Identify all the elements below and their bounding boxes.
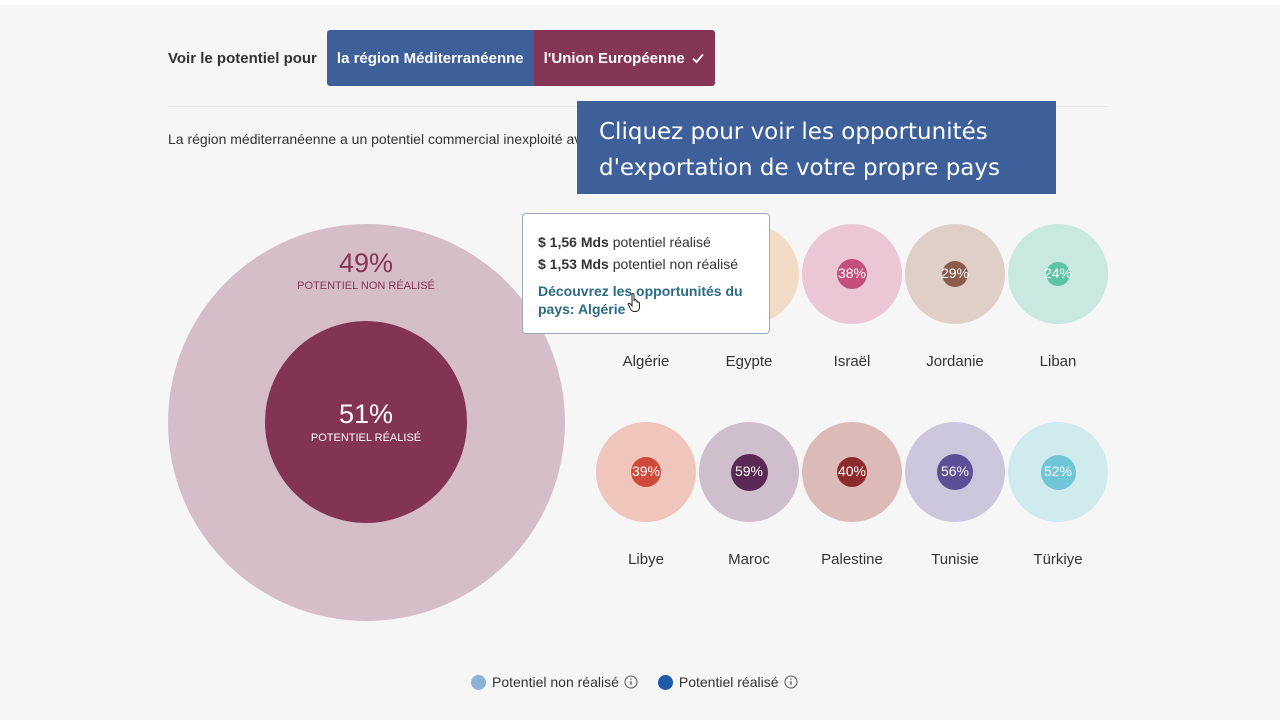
filter-row: Voir le potentiel pour la région Méditer…: [168, 30, 715, 86]
european-union-label: l'Union Européenne: [543, 49, 685, 67]
callout-banner: Cliquez pour voir les opportunités d'exp…: [577, 101, 1056, 194]
region-toggle-group: la région Méditerranéenne l'Union Europé…: [326, 30, 715, 86]
country-name[interactable]: Jordanie: [926, 353, 984, 370]
intro-text: La région méditerranéenne a un potentiel…: [168, 131, 588, 147]
legend: Potentiel non réalisé Potentiel réalisé: [471, 672, 818, 692]
country-realized-circle: [1040, 454, 1076, 490]
country-realized-circle: [837, 259, 867, 289]
country-pct: 39%: [631, 463, 661, 479]
country-realized-circle: [730, 453, 768, 491]
country-pct: 52%: [1043, 463, 1073, 479]
tooltip-unrealized-text: potentiel non réalisé: [612, 256, 739, 272]
country-tooltip: $ 1,56 Mds potentiel réalisé $ 1,53 Mds …: [522, 213, 770, 334]
european-union-button[interactable]: l'Union Européenne: [533, 30, 715, 86]
country-pct: 38%: [837, 265, 867, 281]
country-realized-circle: [937, 454, 973, 490]
country-name[interactable]: Libye: [628, 551, 664, 568]
legend-dot-unrealized: [471, 674, 486, 690]
country-name[interactable]: Maroc: [728, 551, 770, 568]
filter-label: Voir le potentiel pour: [168, 49, 317, 67]
legend-dot-realized: [657, 674, 673, 690]
country-name[interactable]: Türkiye: [1033, 551, 1083, 568]
tooltip-realized-value: $ 1,56 Mds: [538, 234, 609, 250]
check-icon: [692, 53, 704, 64]
country-bubble[interactable]: 56%: [905, 422, 1005, 522]
country-realized-circle: [942, 261, 968, 287]
legend-label-unrealized: Potentiel non réalisé: [492, 674, 619, 690]
country-bubble[interactable]: 24%: [1008, 224, 1108, 324]
legend-item-unrealized: Potentiel non réalisé: [471, 674, 638, 690]
country-bubble[interactable]: 39%: [596, 422, 696, 522]
country-pct: 29%: [940, 265, 970, 281]
country-name[interactable]: Egypte: [725, 353, 773, 370]
country-pct: 24%: [1043, 265, 1073, 281]
tooltip-country-link[interactable]: Découvrez les opportunités du pays: Algé…: [538, 283, 743, 317]
mediterranean-region-button[interactable]: la région Méditerranéenne: [326, 30, 534, 86]
summary-realized-label: POTENTIEL RÉALISÉ: [310, 432, 422, 444]
country-name[interactable]: Palestine: [821, 551, 883, 568]
country-name[interactable]: Israël: [833, 353, 871, 370]
callout-line-2: d'exportation de votre propre pays: [599, 155, 1000, 181]
country-pct: 40%: [837, 463, 867, 479]
summary-unrealized-pct: 49%: [338, 248, 394, 278]
tooltip-unrealized-row: $ 1,53 Mds potentiel non réalisé: [538, 253, 754, 275]
country-realized-circle: [1046, 262, 1070, 286]
legend-item-realized: Potentiel réalisé: [657, 674, 798, 690]
tooltip-realized-text: potentiel réalisé: [612, 234, 711, 250]
country-name[interactable]: Tunisie: [931, 551, 979, 568]
tooltip-unrealized-value: $ 1,53 Mds: [538, 256, 609, 272]
summary-realized-circle[interactable]: [265, 321, 467, 523]
tooltip-realized-row: $ 1,56 Mds potentiel réalisé: [538, 231, 754, 253]
hand-cursor-icon: [627, 293, 640, 312]
info-icon[interactable]: [784, 675, 798, 689]
callout-line-1: Cliquez pour voir les opportunités: [599, 119, 988, 145]
country-pct: 56%: [940, 463, 970, 479]
summary-realized-pct: 51%: [338, 399, 394, 429]
country-pct: 59%: [734, 463, 764, 479]
country-realized-circle: [837, 457, 867, 487]
country-bubble[interactable]: 59%: [699, 422, 799, 522]
legend-label-realized: Potentiel réalisé: [678, 674, 779, 690]
top-strip: [0, 0, 1280, 5]
country-name[interactable]: Liban: [1039, 353, 1077, 370]
country-bubble[interactable]: 40%: [802, 422, 902, 522]
country-name[interactable]: Algérie: [622, 353, 670, 370]
country-bubble[interactable]: 38%: [802, 224, 902, 324]
country-bubble[interactable]: 29%: [905, 224, 1005, 324]
info-icon[interactable]: [624, 675, 638, 689]
country-bubble[interactable]: 52%: [1008, 422, 1108, 522]
country-realized-circle: [631, 457, 661, 487]
summary-unrealized-label: POTENTIEL NON RÉALISÉ: [297, 280, 435, 292]
